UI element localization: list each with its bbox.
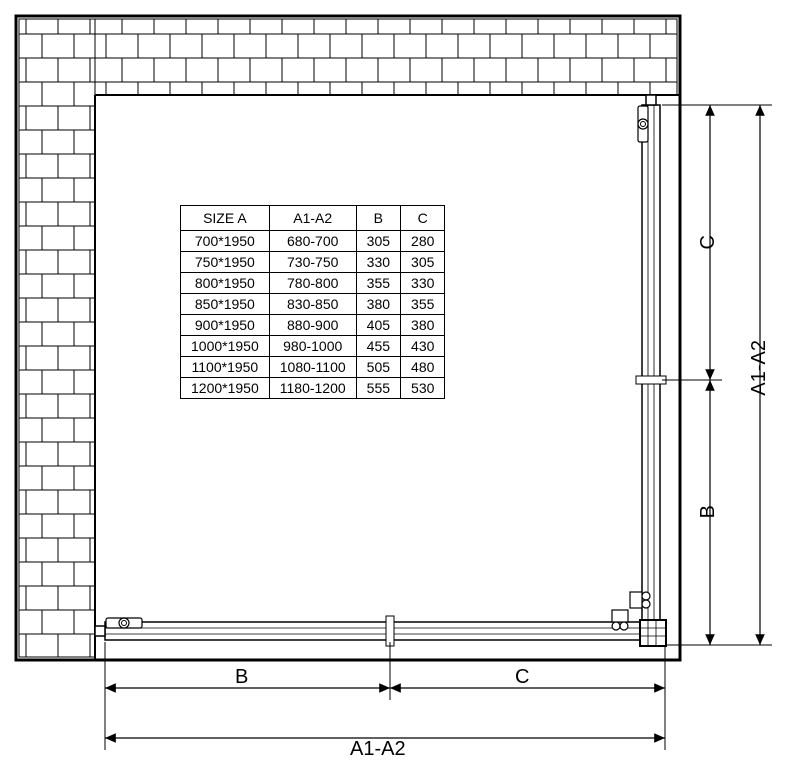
spec-table: SIZE A A1-A2 B C 700*1950680-70030528075… [180,205,445,399]
table-cell: 850*1950 [181,294,270,315]
table-row: 850*1950830-850380355 [181,294,445,315]
col-size-A: SIZE A [181,206,270,231]
col-C: C [401,206,445,231]
table-header-row: SIZE A A1-A2 B C [181,206,445,231]
table-cell: 430 [401,336,445,357]
table-row: 800*1950780-800355330 [181,273,445,294]
bottom-rail [95,610,665,646]
dim-label-bottom-B: B [235,666,248,689]
table-row: 1100*19501080-1100505480 [181,357,445,378]
table-row: 750*1950730-750330305 [181,252,445,273]
dim-label-right-C: C [697,235,720,249]
table-cell: 405 [356,315,400,336]
corner-joint [640,620,666,646]
dim-label-right-A: A1-A2 [748,340,771,396]
table-cell: 380 [401,315,445,336]
table-cell: 980-1000 [269,336,356,357]
table-row: 700*1950680-700305280 [181,231,445,252]
table-cell: 305 [401,252,445,273]
dim-label-bottom-A: A1-A2 [350,738,406,761]
table-cell: 1180-1200 [269,378,356,399]
table-cell: 280 [401,231,445,252]
dim-label-right-B: B [697,505,720,518]
table-cell: 700*1950 [181,231,270,252]
table-cell: 830-850 [269,294,356,315]
table-cell: 455 [356,336,400,357]
table-row: 900*1950880-900405380 [181,315,445,336]
table-cell: 530 [401,378,445,399]
table-cell: 305 [356,231,400,252]
col-B: B [356,206,400,231]
table-cell: 800*1950 [181,273,270,294]
dim-label-bottom-C: C [515,666,529,689]
table-cell: 380 [356,294,400,315]
table-cell: 1100*1950 [181,357,270,378]
table-cell: 780-800 [269,273,356,294]
table-cell: 480 [401,357,445,378]
table-cell: 750*1950 [181,252,270,273]
drawing-canvas: B C A1-A2 C B A1-A2 SIZE A A1-A2 B C 700… [10,10,776,760]
table-cell: 355 [401,294,445,315]
table-cell: 1200*1950 [181,378,270,399]
table-cell: 505 [356,357,400,378]
table-row: 1200*19501180-1200555530 [181,378,445,399]
table-cell: 330 [401,273,445,294]
table-cell: 555 [356,378,400,399]
table-cell: 680-700 [269,231,356,252]
table-cell: 900*1950 [181,315,270,336]
table-cell: 355 [356,273,400,294]
spec-table-body: 700*1950680-700305280750*1950730-7503303… [181,231,445,399]
table-cell: 1000*1950 [181,336,270,357]
table-cell: 330 [356,252,400,273]
table-cell: 730-750 [269,252,356,273]
right-rail [630,95,666,645]
table-cell: 880-900 [269,315,356,336]
col-A1-A2: A1-A2 [269,206,356,231]
table-cell: 1080-1100 [269,357,356,378]
table-row: 1000*1950980-1000455430 [181,336,445,357]
